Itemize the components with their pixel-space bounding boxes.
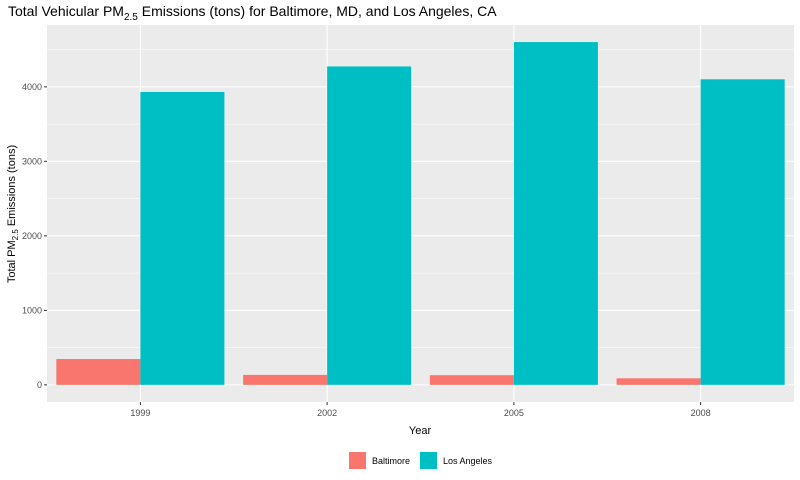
y-axis-title-subscript: 2.5 xyxy=(11,229,20,241)
chart-title-subscript: 2.5 xyxy=(124,12,138,23)
bar-los-angeles-2002 xyxy=(327,66,412,385)
bar-baltimore-2008 xyxy=(616,378,701,385)
y-tick-label: 1000 xyxy=(22,305,42,315)
bar-los-angeles-1999 xyxy=(140,91,225,385)
x-tick-label: 2005 xyxy=(504,408,524,418)
y-tick-label: 4000 xyxy=(22,82,42,92)
x-axis-ticks: 1999 2002 2005 2008 xyxy=(130,402,711,418)
y-axis-title-suffix: Emissions (tons) xyxy=(6,145,18,229)
x-tick-label: 2002 xyxy=(317,408,337,418)
y-tick-label: 2000 xyxy=(22,231,42,241)
x-tick-label: 1999 xyxy=(130,408,150,418)
legend-key-baltimore xyxy=(349,452,366,469)
legend-label: Los Angeles xyxy=(443,456,493,466)
bar-los-angeles-2005 xyxy=(513,42,598,385)
legend-key-los-angeles xyxy=(420,452,438,469)
y-axis-title-prefix: Total PM xyxy=(6,240,18,283)
x-tick-label: 2008 xyxy=(691,408,711,418)
bar-los-angeles-2008 xyxy=(700,79,785,385)
bar-baltimore-2005 xyxy=(429,375,514,385)
legend: Baltimore Los Angeles xyxy=(349,452,493,469)
y-tick-label: 0 xyxy=(37,380,42,390)
plot-area xyxy=(47,25,794,402)
y-axis-ticks: 0 1000 2000 3000 4000 xyxy=(22,82,47,390)
bar-baltimore-1999 xyxy=(56,359,141,385)
chart-title: Total Vehicular PM2.5 Emissions (tons) f… xyxy=(8,3,497,23)
bar-baltimore-2002 xyxy=(243,374,328,385)
legend-label: Baltimore xyxy=(372,456,410,466)
chart-title-suffix: Emissions (tons) for Baltimore, MD, and … xyxy=(138,3,497,19)
x-axis-title: Year xyxy=(409,425,432,437)
y-axis-title: Total PM2.5 Emissions (tons) xyxy=(6,145,20,283)
y-tick-label: 3000 xyxy=(22,156,42,166)
chart-title-prefix: Total Vehicular PM xyxy=(8,3,124,19)
